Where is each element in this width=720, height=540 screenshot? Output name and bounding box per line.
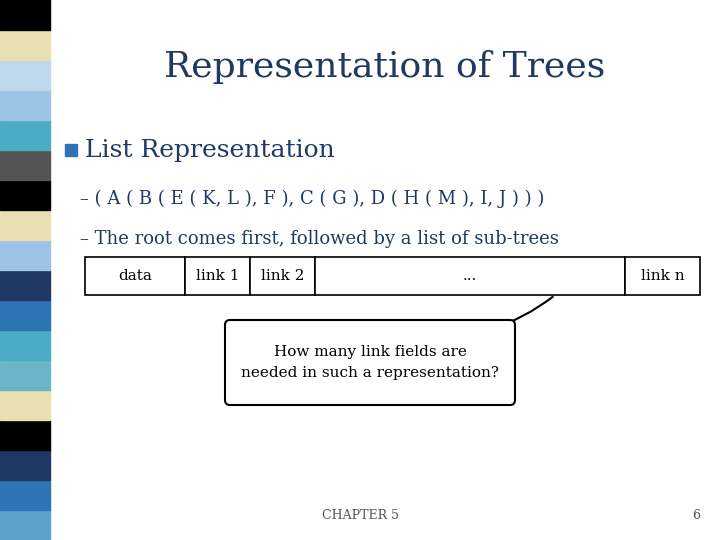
- Text: – The root comes first, followed by a list of sub-trees: – The root comes first, followed by a li…: [80, 230, 559, 248]
- Bar: [85, 257, 185, 295]
- Text: ...: ...: [463, 269, 477, 283]
- Bar: [0, 390, 50, 420]
- Bar: [0, 510, 50, 540]
- Bar: [0, 60, 50, 90]
- Text: CHAPTER 5: CHAPTER 5: [322, 509, 398, 522]
- Bar: [0, 180, 50, 210]
- Text: – ( A ( B ( E ( K, L ), F ), C ( G ), D ( H ( M ), I, J ) ) ): – ( A ( B ( E ( K, L ), F ), C ( G ), D …: [80, 190, 544, 208]
- Bar: [0, 420, 50, 450]
- Bar: [0, 0, 50, 30]
- Text: 6: 6: [692, 509, 700, 522]
- Bar: [0, 30, 50, 60]
- Bar: [0, 330, 50, 360]
- FancyArrowPatch shape: [425, 296, 553, 339]
- Bar: [0, 450, 50, 480]
- Bar: [625, 257, 700, 295]
- Text: List Representation: List Representation: [85, 138, 335, 161]
- Bar: [185, 257, 250, 295]
- Bar: [0, 240, 50, 270]
- Bar: [0, 120, 50, 150]
- Bar: [0, 480, 50, 510]
- Bar: [0, 360, 50, 390]
- Text: link n: link n: [641, 269, 684, 283]
- Bar: [0, 210, 50, 240]
- Text: Representation of Trees: Representation of Trees: [164, 50, 606, 84]
- FancyBboxPatch shape: [225, 320, 515, 405]
- Bar: [65, 144, 77, 156]
- Bar: [250, 257, 315, 295]
- Text: link 2: link 2: [261, 269, 305, 283]
- Bar: [315, 257, 625, 295]
- Text: data: data: [118, 269, 152, 283]
- Text: link 1: link 1: [196, 269, 239, 283]
- Bar: [0, 150, 50, 180]
- Text: How many link fields are
needed in such a representation?: How many link fields are needed in such …: [241, 345, 499, 380]
- Bar: [0, 300, 50, 330]
- Bar: [0, 90, 50, 120]
- Bar: [0, 270, 50, 300]
